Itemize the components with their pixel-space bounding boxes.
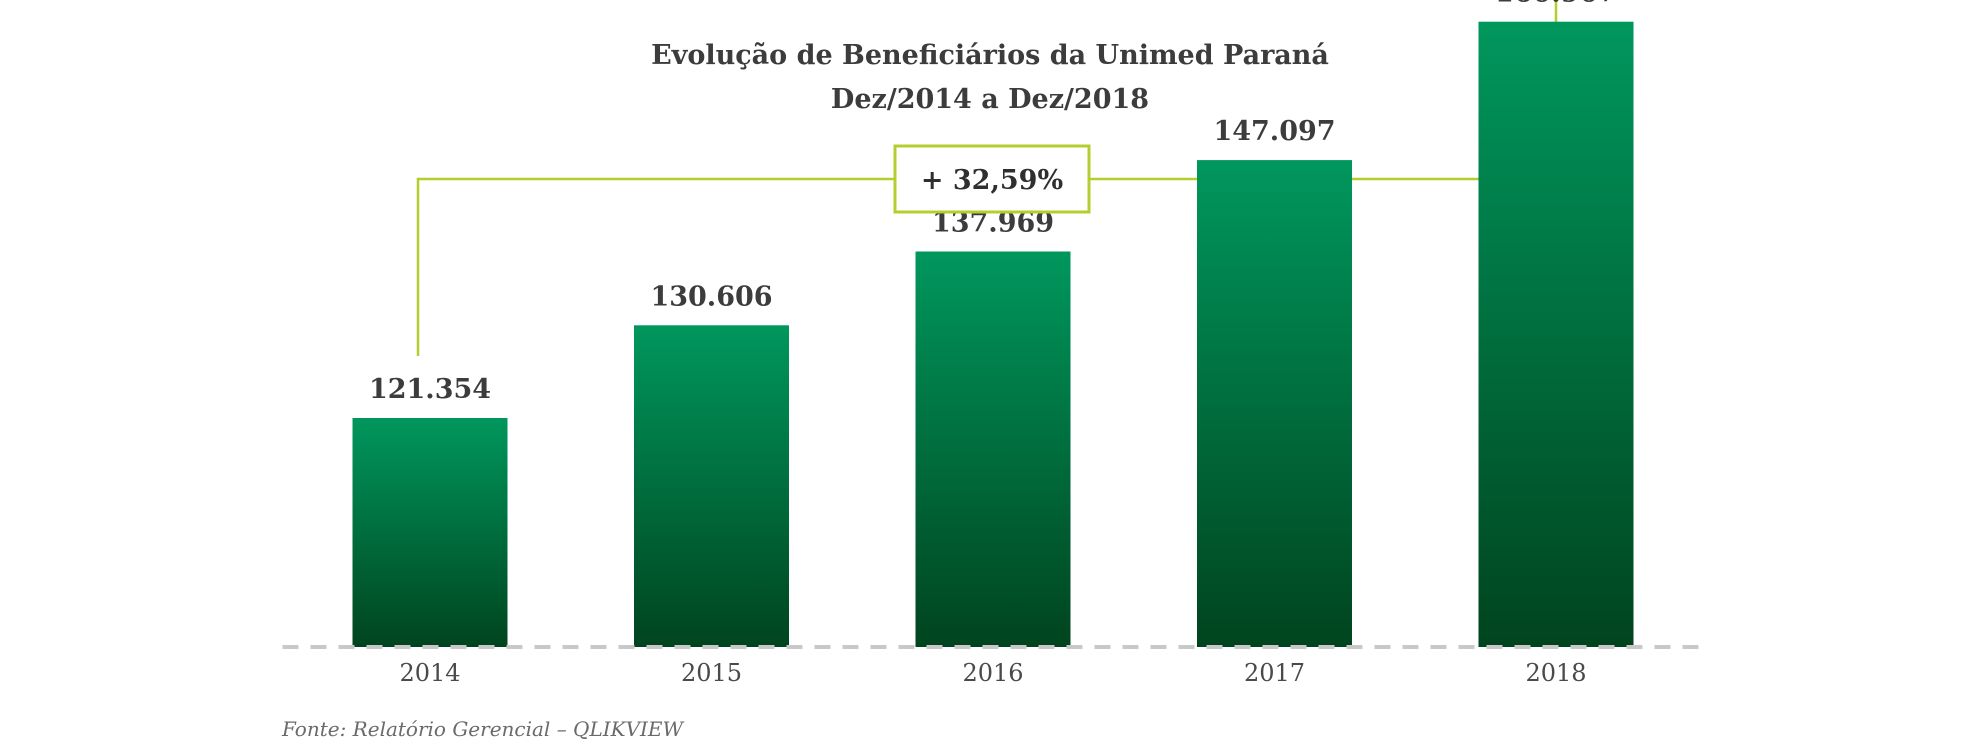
- x-tick-2014: 2014: [399, 659, 460, 687]
- value-label-2018: 160.907: [1495, 0, 1617, 9]
- value-label-2014: 121.354: [369, 374, 491, 405]
- bar-2014: [352, 418, 508, 647]
- value-label-2017: 147.097: [1213, 116, 1335, 147]
- growth-annotation-box: [893, 144, 1091, 214]
- x-tick-2018: 2018: [1525, 659, 1586, 687]
- bar-2017: [1197, 160, 1352, 647]
- bar-2015: [634, 325, 789, 647]
- x-tick-labels: 2014 2015 2016 2017 2018: [399, 659, 1586, 687]
- chart-title: Evolução de Beneficiários da Unimed Para…: [651, 40, 1329, 71]
- x-tick-2016: 2016: [962, 659, 1023, 687]
- x-tick-2017: 2017: [1244, 659, 1305, 687]
- bar-2016: [915, 251, 1071, 647]
- source-note: Fonte: Relatório Gerencial – QLIKVIEW: [281, 717, 685, 741]
- x-tick-2015: 2015: [681, 659, 742, 687]
- chart-subtitle: Dez/2014 a Dez/2018: [831, 84, 1149, 115]
- value-label-2015: 130.606: [650, 281, 772, 312]
- bars: [352, 21, 1634, 647]
- growth-annotation: + 32,59%: [921, 165, 1063, 196]
- bar-2018: [1478, 21, 1634, 647]
